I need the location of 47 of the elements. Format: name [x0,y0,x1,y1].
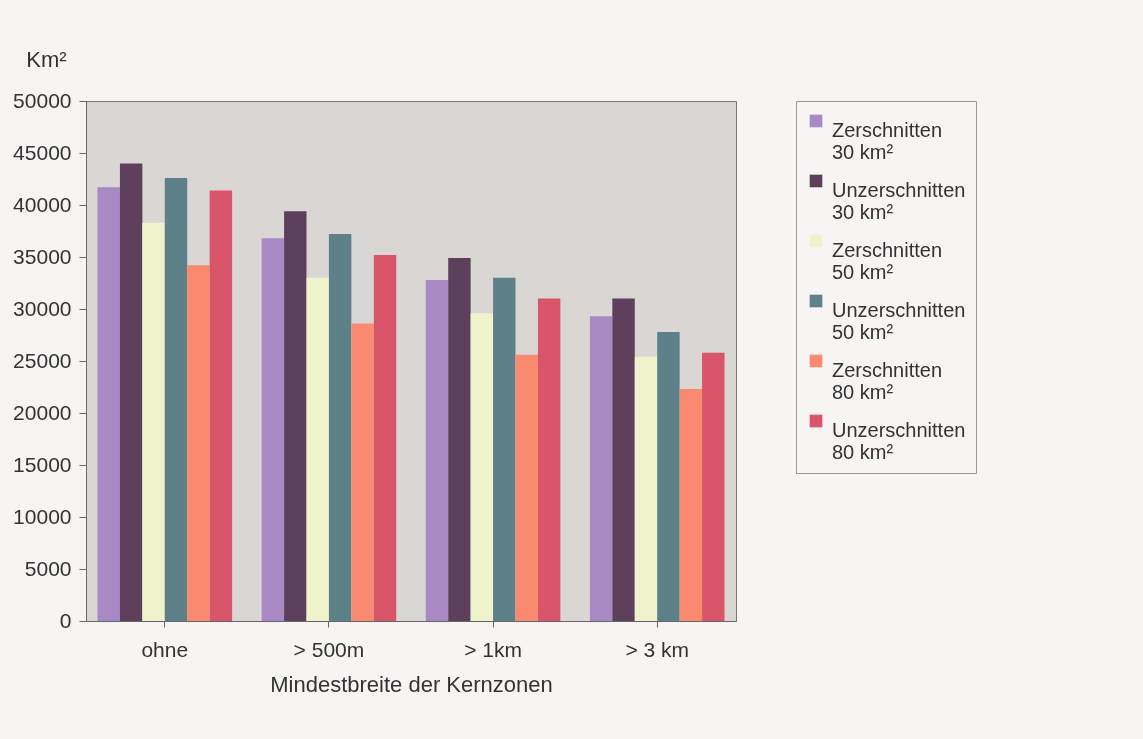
bar [657,331,680,621]
legend-label: Zerschnitten 50 km² [832,239,943,283]
y-tick-label: 30000 [13,296,72,320]
bar [612,298,635,621]
legend-label: Zerschnitten 30 km² [832,119,943,163]
bar [142,222,165,621]
bar [425,279,449,621]
bar [328,234,352,621]
bar [470,313,494,621]
y-tick-label: 50000 [13,88,72,112]
legend-label: Unzerschnitten 30 km² [832,179,966,223]
bar [164,177,188,621]
bar [589,316,613,621]
y-tick-label: 45000 [13,140,72,164]
y-tick-label: 10000 [13,504,72,528]
x-tick-label: ohne [141,637,189,661]
y-tick-label: 40000 [13,192,72,216]
bar [634,356,658,621]
y-tick-label: 20000 [13,400,72,424]
bar [493,277,516,621]
bar [351,323,374,621]
x-tick-label: > 3 km [625,637,690,661]
bar [187,265,210,621]
bar [515,354,538,621]
y-tick-label: 25000 [13,348,72,372]
y-tick-label: 0 [59,608,72,632]
x-axis-title: Mindestbreite der Kernzonen [270,671,553,697]
y-tick-label: 5000 [24,556,72,580]
x-tick-label: > 500m [293,637,365,661]
bar [261,238,285,621]
bar [537,298,561,621]
bar [679,389,703,621]
x-tick-label: > 1km [464,637,522,661]
bar [448,258,471,621]
bar [97,187,120,621]
bar [209,190,233,621]
bar [119,163,143,621]
y-tick-label: 35000 [13,244,72,268]
legend-label: Zerschnitten 80 km² [832,359,943,403]
bar [284,211,307,621]
y-tick-label: 15000 [13,452,72,476]
y-axis-title: Km² [26,46,67,72]
bar [373,254,397,621]
legend-label: Unzerschnitten 80 km² [832,419,966,463]
bar [306,277,329,621]
bar [702,352,725,621]
legend-label: Unzerschnitten 50 km² [832,299,966,343]
